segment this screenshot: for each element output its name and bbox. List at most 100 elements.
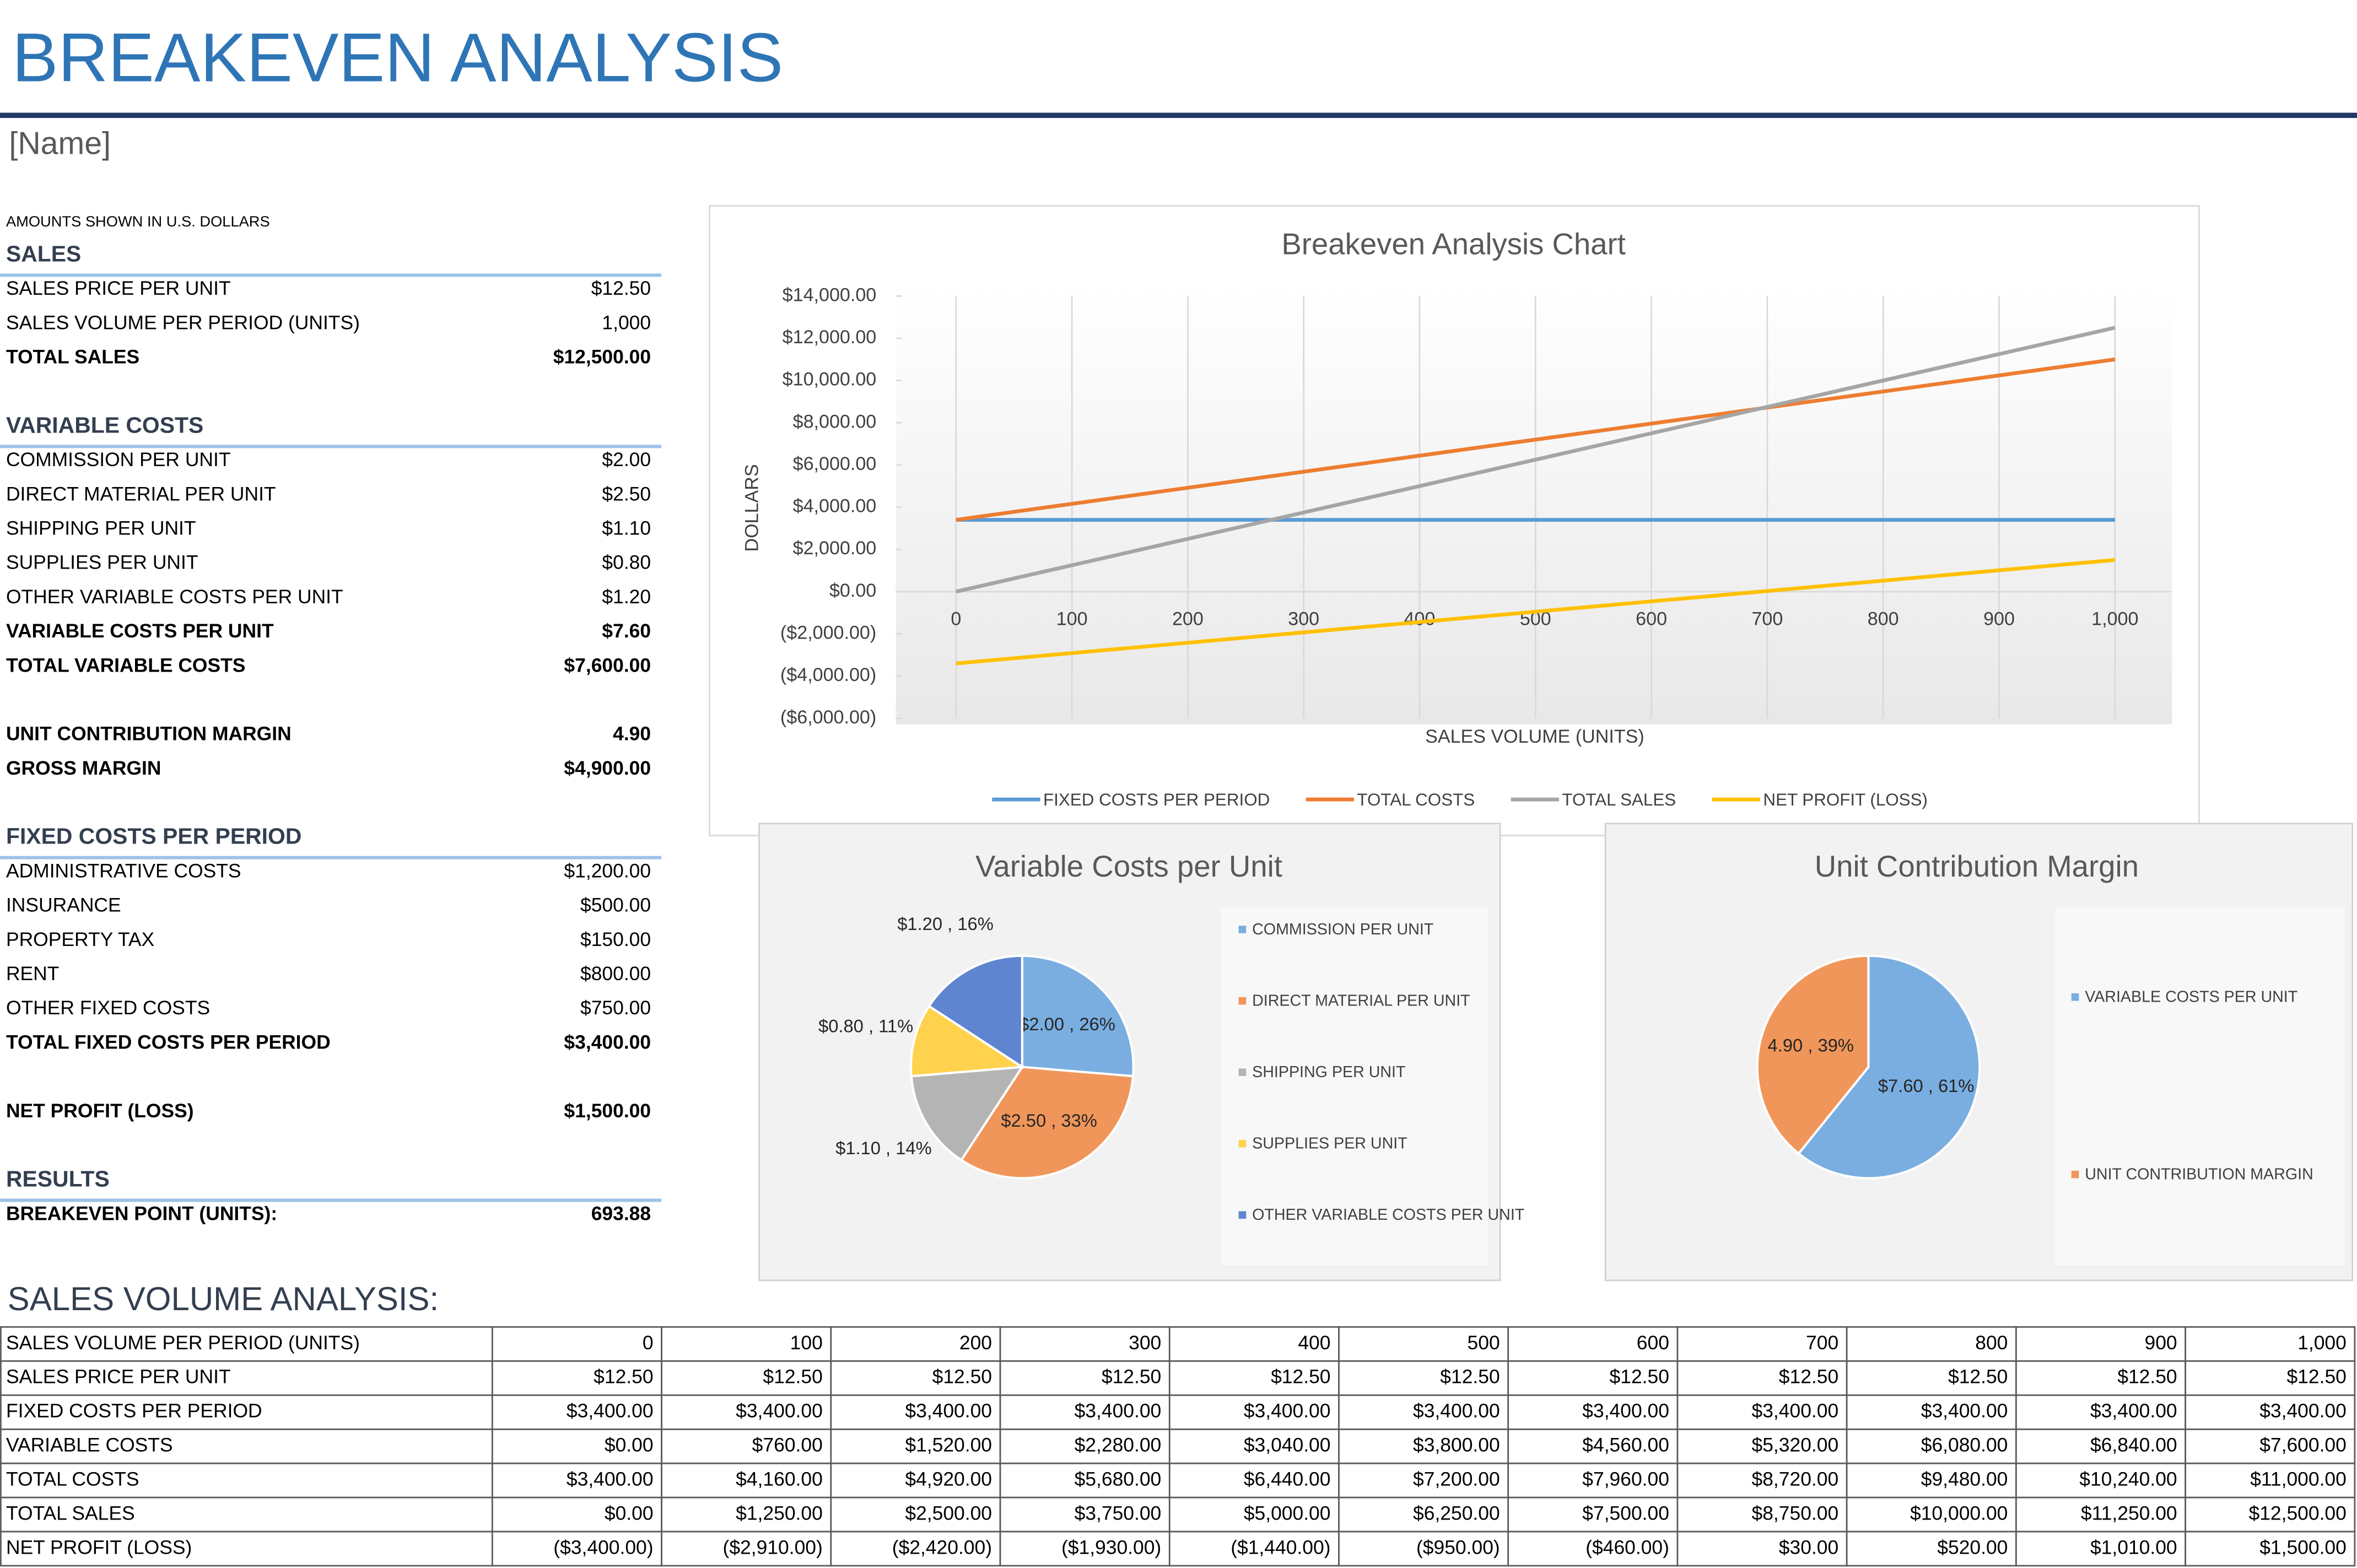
table-cell (1676, 1394, 1848, 1430)
table-value: $760.00 (752, 1434, 823, 1456)
table-value: $11,250.00 (2081, 1502, 2177, 1524)
y-tick-label: $14,000.00 (783, 284, 877, 305)
table-cell (2015, 1462, 2186, 1499)
table-value: 200 (959, 1332, 992, 1354)
legend-label: TOTAL COSTS (1357, 790, 1475, 809)
title-rule (0, 112, 2357, 118)
table-value: $12.50 (2117, 1366, 2177, 1388)
table-cell (1168, 1531, 1340, 1567)
table-value: $6,440.00 (1244, 1468, 1331, 1490)
legend-label: UNIT CONTRIBUTION MARGIN (2085, 1166, 2313, 1183)
row-value: $2.00 (602, 448, 651, 471)
y-tick-label: $10,000.00 (783, 369, 877, 390)
row-label: OTHER VARIABLE COSTS PER UNIT (6, 586, 343, 608)
table-cell (2015, 1326, 2186, 1362)
pie-value-label: $1.20 , 16% (897, 913, 994, 934)
table-value: $6,840.00 (2090, 1434, 2177, 1456)
table-value: ($3,400.00) (553, 1536, 653, 1558)
table-value: $4,920.00 (905, 1468, 992, 1490)
table-value: ($2,910.00) (723, 1536, 823, 1558)
table-value: $3,400.00 (1244, 1400, 1331, 1422)
table-value: $12.50 (1271, 1366, 1330, 1388)
table-cell (0, 1394, 493, 1430)
table-cell (1168, 1496, 1340, 1533)
pie-legend-box (1220, 907, 1488, 1266)
table-title: SALES VOLUME ANALYSIS: (8, 1280, 439, 1317)
legend-label: FIXED COSTS PER PERIOD (1043, 790, 1270, 809)
row-value: $7.60 (602, 620, 651, 642)
currency-note: AMOUNTS SHOWN IN U.S. DOLLARS (6, 213, 270, 230)
row-label: ADMINISTRATIVE COSTS (6, 859, 241, 882)
table-cell (830, 1496, 1001, 1533)
table-value: $12.50 (763, 1366, 822, 1388)
table-cell (661, 1326, 832, 1362)
pie-value-label: $7.60 , 61% (1878, 1075, 1975, 1096)
section-rule (0, 445, 662, 448)
table-value: $0.00 (605, 1502, 654, 1524)
table-cell (0, 1531, 493, 1567)
table-cell (1168, 1326, 1340, 1362)
row-label: NET PROFIT (LOSS) (6, 1100, 194, 1122)
table-value: $4,560.00 (1582, 1434, 1669, 1456)
table-value: 500 (1468, 1332, 1500, 1354)
table-value: $5,000.00 (1244, 1502, 1331, 1524)
table-value: $3,400.00 (1413, 1400, 1500, 1422)
table-cell (830, 1428, 1001, 1464)
table-cell (0, 1326, 493, 1362)
pie-slice (927, 954, 1023, 1069)
table-value: $0.00 (605, 1434, 654, 1456)
legend-label: NET PROFIT (LOSS) (1763, 790, 1928, 809)
row-value: $4,900.00 (564, 757, 651, 779)
x-tick-label: 300 (1288, 609, 1319, 630)
pie-slice (910, 1004, 1026, 1078)
table-value: $4,160.00 (736, 1468, 823, 1490)
table-cell (0, 1462, 493, 1499)
pie-value-label: 4.90 , 39% (1768, 1035, 1854, 1055)
table-cell (1507, 1462, 1679, 1499)
legend-label: SHIPPING PER UNIT (1252, 1063, 1405, 1081)
table-value: $12.50 (1102, 1366, 1161, 1388)
table-cell (1507, 1531, 1679, 1567)
x-tick-label: 0 (951, 609, 961, 630)
row-value: 4.90 (613, 723, 651, 745)
table-value: $12.50 (2286, 1366, 2346, 1388)
table-value: $3,400.00 (1582, 1400, 1669, 1422)
legend-label: VARIABLE COSTS PER UNIT (2085, 988, 2297, 1006)
table-cell (1338, 1428, 1509, 1464)
legend-swatch (1238, 997, 1247, 1005)
chart-title: Unit Contribution Margin (1815, 850, 2139, 883)
table-value: $11,000.00 (2250, 1468, 2347, 1490)
x-tick-label: 600 (1636, 609, 1667, 630)
table-cell (830, 1394, 1001, 1430)
table-row-label: TOTAL SALES (6, 1502, 135, 1524)
section-title: RESULTS (6, 1166, 110, 1192)
row-label: RENT (6, 963, 59, 985)
table-value: $3,400.00 (905, 1400, 992, 1422)
table-value: 1,000 (2297, 1332, 2347, 1354)
table-cell (1676, 1428, 1848, 1464)
table-cell (2185, 1496, 2356, 1533)
legend-label: DIRECT MATERIAL PER UNIT (1252, 992, 1470, 1010)
row-label: SUPPLIES PER UNIT (6, 551, 198, 574)
table-value: ($1,930.00) (1061, 1536, 1161, 1558)
section-title: FIXED COSTS PER PERIOD (6, 824, 301, 849)
table-value: 400 (1298, 1332, 1330, 1354)
table-cell (491, 1531, 662, 1567)
table-cell (2185, 1394, 2356, 1430)
table-cell (2185, 1428, 2356, 1464)
row-value: $1,500.00 (564, 1100, 651, 1122)
table-value: $3,400.00 (567, 1400, 654, 1422)
table-value: $1,520.00 (905, 1434, 992, 1456)
row-label: COMMISSION PER UNIT (6, 448, 231, 471)
table-cell (491, 1326, 662, 1362)
row-label: BREAKEVEN POINT (UNITS): (6, 1202, 277, 1224)
table-value: $3,400.00 (567, 1468, 654, 1490)
table-value: 700 (1806, 1332, 1838, 1354)
pie-value-label: $2.50 , 33% (1001, 1110, 1097, 1131)
legend-label: COMMISSION PER UNIT (1252, 921, 1433, 938)
table-value: $8,750.00 (1752, 1502, 1839, 1524)
table-value: $7,200.00 (1413, 1468, 1500, 1490)
section-rule (0, 856, 662, 859)
row-label: TOTAL FIXED COSTS PER PERIOD (6, 1031, 331, 1053)
table-cell (491, 1462, 662, 1499)
